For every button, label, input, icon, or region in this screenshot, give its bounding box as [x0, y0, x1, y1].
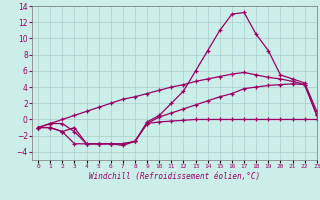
X-axis label: Windchill (Refroidissement éolien,°C): Windchill (Refroidissement éolien,°C) [89, 172, 260, 181]
